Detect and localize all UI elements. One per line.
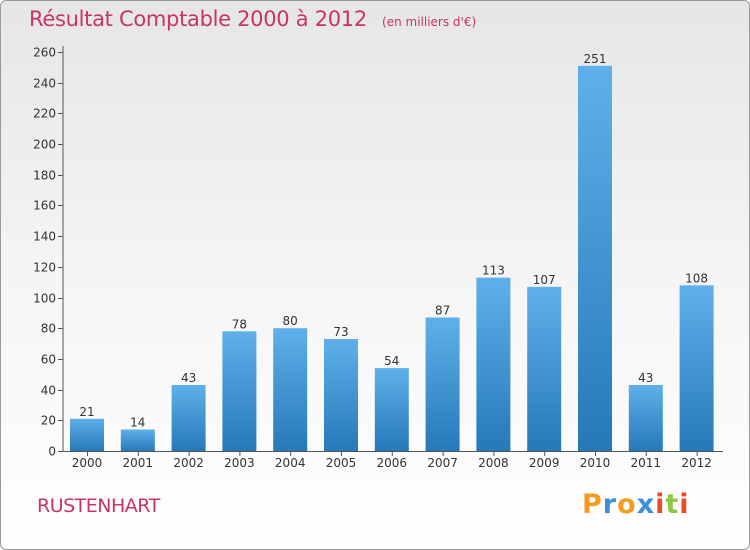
logo-letter: r (602, 489, 618, 520)
bar-2007 (425, 317, 460, 451)
logo-letter: o (617, 489, 637, 520)
y-tick-label: 100 (33, 292, 56, 306)
x-tick-label: 2000 (72, 456, 103, 470)
data-label: 78 (232, 317, 247, 331)
bar-2001 (120, 429, 155, 451)
data-label: 107 (533, 273, 556, 287)
data-label: 80 (283, 314, 298, 328)
x-tick-label: 2012 (681, 456, 712, 470)
y-tick-label: 120 (33, 261, 56, 275)
y-tick-label: 200 (33, 138, 56, 152)
y-tick-label: 0 (48, 445, 56, 459)
y-tick-label: 40 (41, 384, 56, 398)
data-label: 14 (130, 416, 145, 430)
commune-name: RUSTENHART (37, 495, 160, 517)
y-tick-label: 80 (41, 322, 56, 336)
x-tick-label: 2003 (224, 456, 255, 470)
x-tick-label: 2007 (427, 456, 458, 470)
labels: 2000 21 2001 14 2002 43 2003 78 2004 80 2005 73 2006… (72, 52, 712, 470)
x-tick-label: 2006 (377, 456, 408, 470)
x-tick-label: 2009 (529, 456, 560, 470)
bar-2011 (628, 385, 663, 451)
x-tick-label: 2010 (580, 456, 611, 470)
bar-2012 (679, 285, 714, 451)
logo-letter: i (655, 489, 666, 520)
bar-2009 (527, 286, 562, 451)
logo-letter: P (582, 489, 603, 520)
data-label: 108 (685, 271, 708, 285)
bars (70, 65, 714, 452)
data-label: 21 (79, 405, 94, 419)
y-tick-label: 260 (33, 46, 56, 60)
y-tick-label: 140 (33, 230, 56, 244)
chart-unit: (en milliers d'€) (382, 15, 477, 29)
y-tick-label: 220 (33, 107, 56, 121)
data-label: 251 (584, 52, 607, 66)
logo-letter: x (636, 489, 656, 520)
logo-letter: i (679, 489, 690, 520)
y-tick-label: 60 (41, 353, 56, 367)
chart-title: Résultat Comptable 2000 à 2012 (29, 7, 367, 31)
data-label: 87 (435, 303, 450, 317)
data-label: 73 (333, 325, 348, 339)
y-tick-label: 20 (41, 414, 56, 428)
x-tick-label: 2004 (275, 456, 306, 470)
bar-2005 (324, 339, 358, 451)
x-tick-label: 2005 (326, 456, 357, 470)
bar-2006 (374, 368, 409, 451)
y-tick-label: 240 (33, 77, 56, 91)
logo-letter: t (665, 489, 680, 520)
y-tick-label: 160 (33, 199, 56, 213)
x-tick-label: 2001 (123, 456, 154, 470)
bar-2002 (171, 385, 206, 451)
data-label: 43 (181, 371, 196, 385)
bar-2004 (273, 328, 308, 451)
bar-2010 (578, 65, 612, 452)
x-tick-label: 2002 (173, 456, 204, 470)
bar-2000 (70, 418, 104, 451)
data-label: 43 (638, 371, 653, 385)
data-label: 54 (384, 354, 399, 368)
proxiti-logo[interactable]: Proxiti (582, 489, 690, 520)
y-tick-label: 180 (33, 169, 56, 183)
bar-2008 (476, 277, 511, 451)
x-tick-label: 2011 (631, 456, 662, 470)
data-label: 113 (482, 264, 505, 278)
x-tick-label: 2008 (478, 456, 509, 470)
bar-2003 (222, 331, 257, 451)
title-row: Résultat Comptable 2000 à 2012 (en milli… (29, 7, 476, 31)
axes: 0 20 40 60 80 100 120 140 160 180 200 220 240 260 (33, 46, 723, 459)
